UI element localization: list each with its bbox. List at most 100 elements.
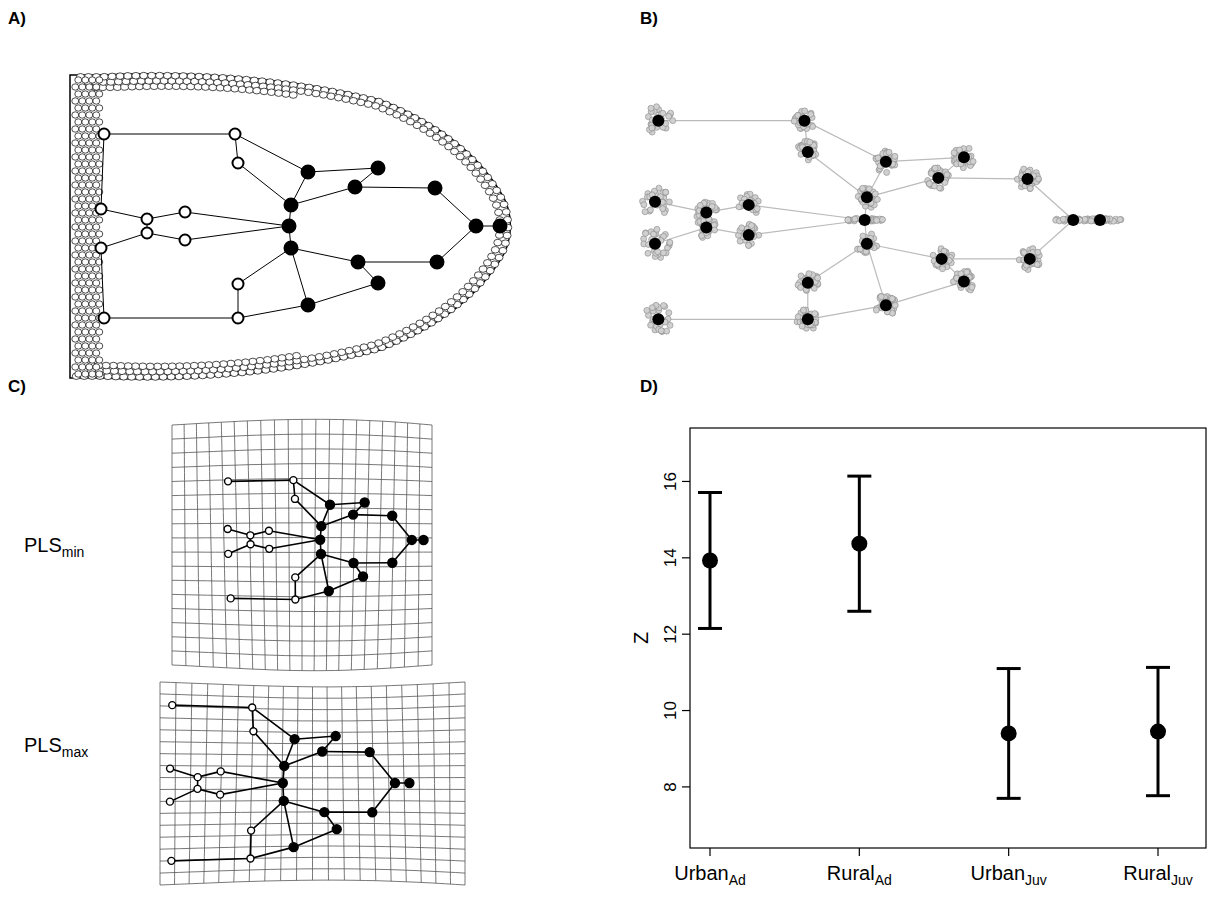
granule: [72, 210, 79, 216]
granule: [89, 217, 96, 223]
shape-edge: [329, 577, 363, 592]
specimen-point: [1035, 176, 1041, 182]
grid-line: [175, 683, 177, 885]
granule: [467, 164, 475, 171]
granule: [93, 168, 100, 174]
granule: [89, 133, 96, 139]
specimen-point: [667, 240, 673, 246]
granule: [93, 154, 100, 160]
grid-line: [219, 684, 224, 882]
landmark: [390, 779, 399, 788]
landmark: [494, 220, 507, 233]
granule: [89, 77, 96, 83]
x-tick-label-main: Rural: [827, 862, 875, 884]
head-outline: [70, 74, 511, 379]
specimen-point: [664, 328, 670, 334]
landmark: [324, 587, 333, 596]
specimen-point: [795, 314, 801, 320]
specimen-point: [875, 155, 881, 161]
specimen-point: [746, 242, 752, 248]
specimen-point: [932, 165, 938, 171]
landmark: [266, 545, 273, 552]
grid-line: [172, 651, 432, 656]
granule: [79, 84, 86, 90]
granule: [72, 182, 79, 188]
granule: [75, 133, 82, 139]
granule: [86, 126, 93, 132]
specimen-point: [807, 139, 813, 145]
landmark: [317, 550, 326, 559]
landmark: [317, 522, 326, 531]
granule: [89, 175, 96, 181]
landmark: [365, 748, 374, 757]
landmark: [302, 166, 315, 179]
granule: [75, 245, 82, 251]
grid-line: [172, 464, 432, 468]
grid-line: [160, 682, 465, 687]
landmark: [217, 791, 224, 798]
y-tick-label: 12: [661, 625, 680, 644]
granule: [375, 340, 383, 347]
mean-edge: [658, 319, 807, 320]
landmark: [372, 277, 385, 290]
granule: [89, 343, 96, 349]
granule: [75, 329, 82, 335]
scale-edge: [435, 188, 476, 226]
grid-line: [172, 594, 432, 596]
granule: [491, 246, 499, 253]
error-bar: [1146, 667, 1170, 795]
granule: [79, 112, 86, 118]
landmark: [166, 798, 173, 805]
specimen-point: [754, 206, 760, 212]
x-tick-label-subscript: Juv: [1025, 872, 1047, 888]
granule: [93, 196, 100, 202]
grid-line: [327, 687, 329, 880]
granule: [89, 147, 96, 153]
granule: [330, 351, 338, 358]
granule: [96, 119, 103, 125]
granule: [323, 352, 331, 359]
specimen-point: [873, 307, 879, 313]
specimen-point: [697, 202, 703, 208]
granule: [86, 252, 93, 258]
granule: [96, 161, 103, 167]
granule: [86, 350, 93, 356]
granule: [75, 231, 82, 237]
mean-landmark: [936, 253, 948, 265]
specimen-point: [852, 216, 858, 222]
landmark: [368, 808, 377, 817]
specimen-point: [886, 149, 892, 155]
granule: [117, 362, 125, 369]
granule: [82, 259, 89, 265]
figure: A)B)C)D)PLSminPLSmax810121416ZUrbanAdRur…: [0, 0, 1216, 897]
granule: [72, 126, 79, 132]
specimen-point: [663, 189, 669, 195]
granule: [234, 360, 242, 367]
specimen-point: [642, 209, 648, 215]
mean-landmark: [958, 151, 970, 163]
granule: [93, 280, 100, 286]
grid-line: [160, 800, 465, 802]
landmark: [99, 313, 110, 324]
shape-edge: [253, 731, 284, 766]
landmark: [285, 199, 298, 212]
granule: [86, 280, 93, 286]
grid-line: [160, 777, 465, 778]
mean-edge: [867, 244, 942, 259]
granule: [502, 209, 510, 216]
granule: [75, 343, 82, 349]
granule: [82, 133, 89, 139]
grid-line: [391, 422, 396, 668]
x-tick-label-subscript: Ad: [729, 872, 746, 888]
granule: [75, 203, 82, 209]
error-cap: [997, 797, 1021, 800]
granule: [82, 329, 89, 335]
specimen-point: [845, 217, 851, 223]
specimen-point: [1035, 249, 1041, 255]
granule: [89, 357, 96, 363]
grid-line: [326, 419, 329, 670]
x-tick-label: RuralAd: [827, 862, 892, 888]
granule: [285, 354, 293, 361]
granule: [154, 363, 162, 370]
granule: [72, 84, 79, 90]
